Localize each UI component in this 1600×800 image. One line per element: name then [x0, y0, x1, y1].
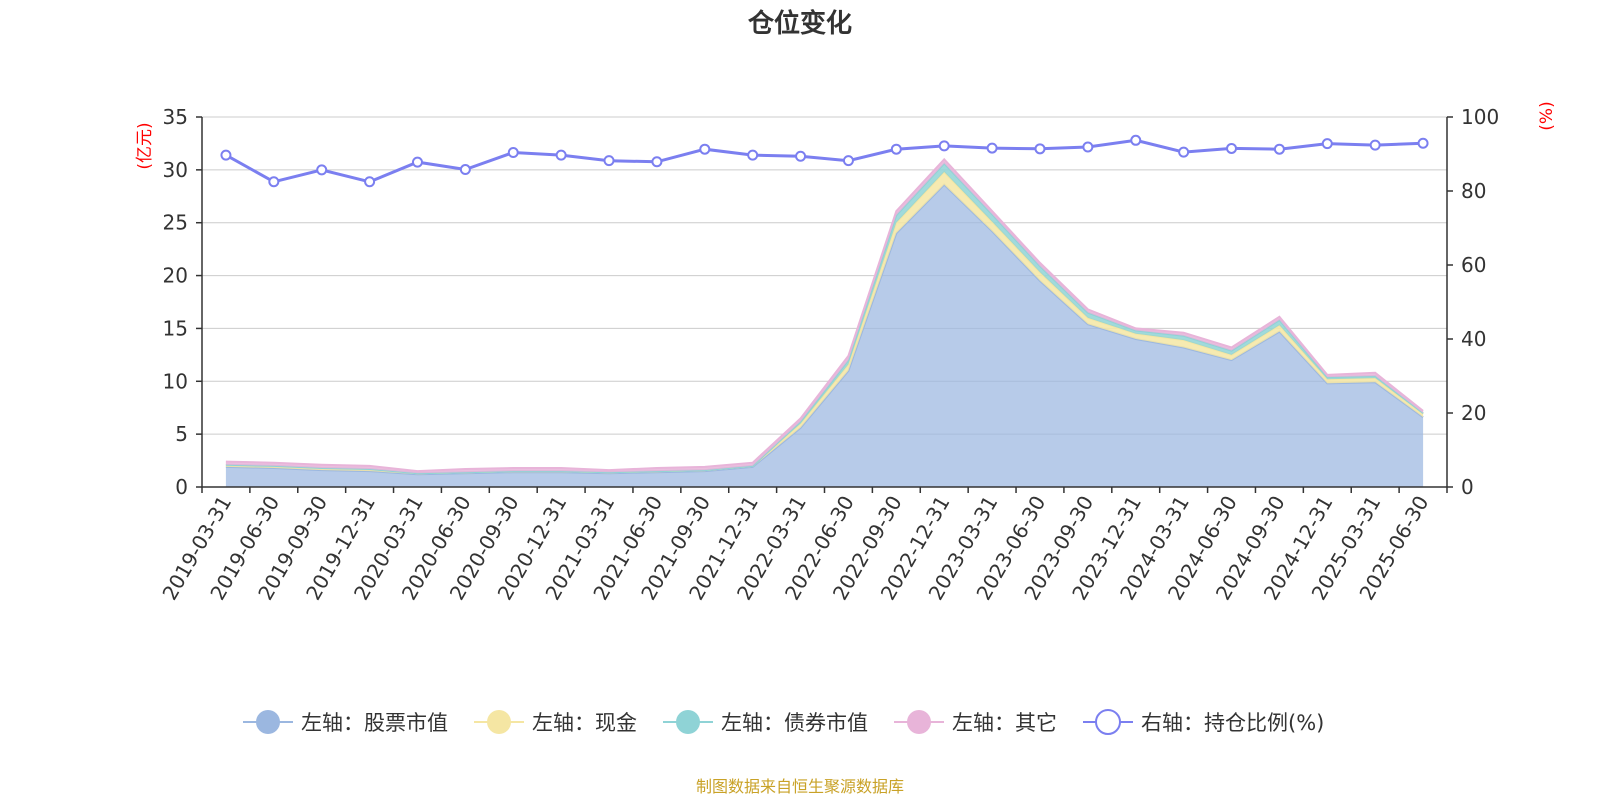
legend-marker [487, 710, 511, 734]
right-tick-label: 100 [1461, 105, 1499, 129]
chart-title: 仓位变化 [747, 8, 852, 39]
grid-lines [202, 116, 1447, 435]
ratio-point [603, 155, 615, 167]
left-tick-label: 25 [163, 211, 188, 235]
ratio-point [842, 155, 854, 167]
legend[interactable]: 左轴：股票市值 左轴：现金 左轴：债券市值 左轴：其它 右轴：持仓比例(%) [243, 709, 1324, 735]
legend-item[interactable]: 左轴：债券市值 [663, 710, 868, 735]
legend-label: 右轴：持仓比例(%) [1141, 711, 1324, 735]
right-tick-label: 40 [1461, 327, 1486, 351]
ratio-point [1417, 137, 1429, 149]
left-tick-label: 5 [175, 422, 188, 446]
ratio-point [651, 156, 663, 168]
left-tick-label: 10 [163, 369, 188, 393]
ratio-point [364, 176, 376, 188]
legend-item[interactable]: 左轴：其它 [894, 710, 1057, 735]
ratio-point [459, 164, 471, 176]
area-edge-series-3 [225, 157, 1424, 473]
left-axis-unit: (亿元) [135, 122, 155, 169]
stacked-areas [225, 157, 1424, 487]
right-tick-label: 20 [1461, 401, 1486, 425]
ratio-point [1226, 142, 1238, 154]
ratio-point [747, 149, 759, 161]
ratio-point [938, 140, 950, 152]
ratio-point [986, 142, 998, 154]
ratio-point [890, 143, 902, 155]
legend-label: 左轴：债券市值 [721, 711, 868, 735]
right-tick-label: 60 [1461, 253, 1486, 277]
ratio-point [220, 149, 232, 161]
legend-item[interactable]: 左轴：股票市值 [243, 710, 448, 735]
ratio-point [1321, 138, 1333, 150]
legend-label: 左轴：股票市值 [301, 711, 448, 735]
left-tick-label: 30 [163, 158, 188, 182]
legend-item[interactable]: 左轴：现金 [474, 710, 637, 735]
ratio-point [1273, 143, 1285, 155]
legend-marker [676, 710, 700, 734]
ratio-point [268, 176, 280, 188]
right-axis-unit: (%) [1537, 101, 1557, 130]
legend-marker [256, 710, 280, 734]
ratio-point [699, 143, 711, 155]
source-note: 制图数据来自恒生聚源数据库 [696, 777, 904, 796]
ratio-line-path [225, 138, 1424, 184]
legend-label: 左轴：现金 [532, 711, 637, 735]
left-tick-label: 20 [163, 264, 188, 288]
ratio-point [795, 150, 807, 162]
ratio-point [1130, 134, 1142, 146]
ratio-point [1082, 141, 1094, 153]
legend-marker [1095, 709, 1121, 735]
ratio-point [1178, 146, 1190, 158]
legend-marker [907, 710, 931, 734]
area-series-0 [225, 184, 1424, 487]
left-tick-label: 15 [163, 316, 188, 340]
right-tick-label: 0 [1461, 475, 1474, 499]
ratio-point [1369, 139, 1381, 151]
legend-item[interactable]: 右轴：持仓比例(%) [1083, 709, 1324, 735]
ratio-point [411, 156, 423, 168]
right-tick-label: 80 [1461, 179, 1486, 203]
legend-label: 左轴：其它 [952, 711, 1057, 735]
position-ratio-line [220, 134, 1429, 188]
left-tick-label: 35 [163, 105, 188, 129]
ratio-point [555, 149, 567, 161]
left-tick-label: 0 [175, 475, 188, 499]
ratio-point [316, 164, 328, 176]
ratio-point [507, 147, 519, 159]
ratio-point [1034, 143, 1046, 155]
